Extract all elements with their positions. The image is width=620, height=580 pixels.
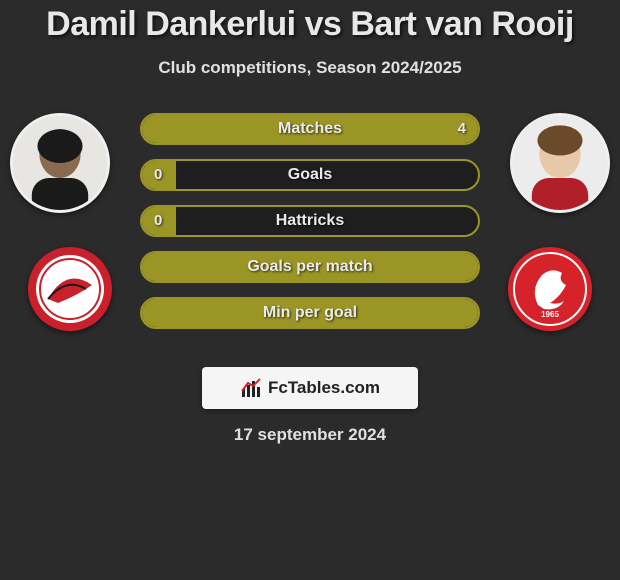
player-photo-left [10, 113, 110, 213]
stat-bar: 0 Goals [140, 159, 480, 191]
stat-bar: Min per goal [140, 297, 480, 329]
person-icon [13, 116, 107, 210]
stat-bar: Matches 4 [140, 113, 480, 145]
person-icon [513, 116, 607, 210]
brand-badge[interactable]: FcTables.com [202, 367, 418, 409]
stat-bars: Matches 4 0 Goals 0 Hattricks Goals per … [140, 113, 480, 343]
subtitle: Club competitions, Season 2024/2025 [0, 58, 620, 78]
club-crest-icon [28, 247, 112, 331]
page-title: Damil Dankerlui vs Bart van Rooij [0, 5, 620, 44]
comparison-body: 1965 Matches 4 0 Goals 0 Hattricks [0, 113, 620, 353]
club-badge-left [28, 247, 112, 331]
club-crest-icon: 1965 [508, 247, 592, 331]
stat-bar: Goals per match [140, 251, 480, 283]
snapshot-date: 17 september 2024 [0, 425, 620, 445]
player-photo-right [510, 113, 610, 213]
stat-label: Min per goal [142, 299, 478, 327]
chart-icon [240, 377, 262, 399]
stat-label: Goals per match [142, 253, 478, 281]
brand-text: FcTables.com [268, 378, 380, 398]
comparison-card: Damil Dankerlui vs Bart van Rooij Club c… [0, 0, 620, 445]
club-badge-right: 1965 [508, 247, 592, 331]
stat-value-right: 4 [458, 115, 466, 143]
stat-label: Matches [142, 115, 478, 143]
stat-label: Goals [142, 161, 478, 189]
stat-label: Hattricks [142, 207, 478, 235]
stat-bar: 0 Hattricks [140, 205, 480, 237]
svg-text:1965: 1965 [541, 310, 559, 319]
